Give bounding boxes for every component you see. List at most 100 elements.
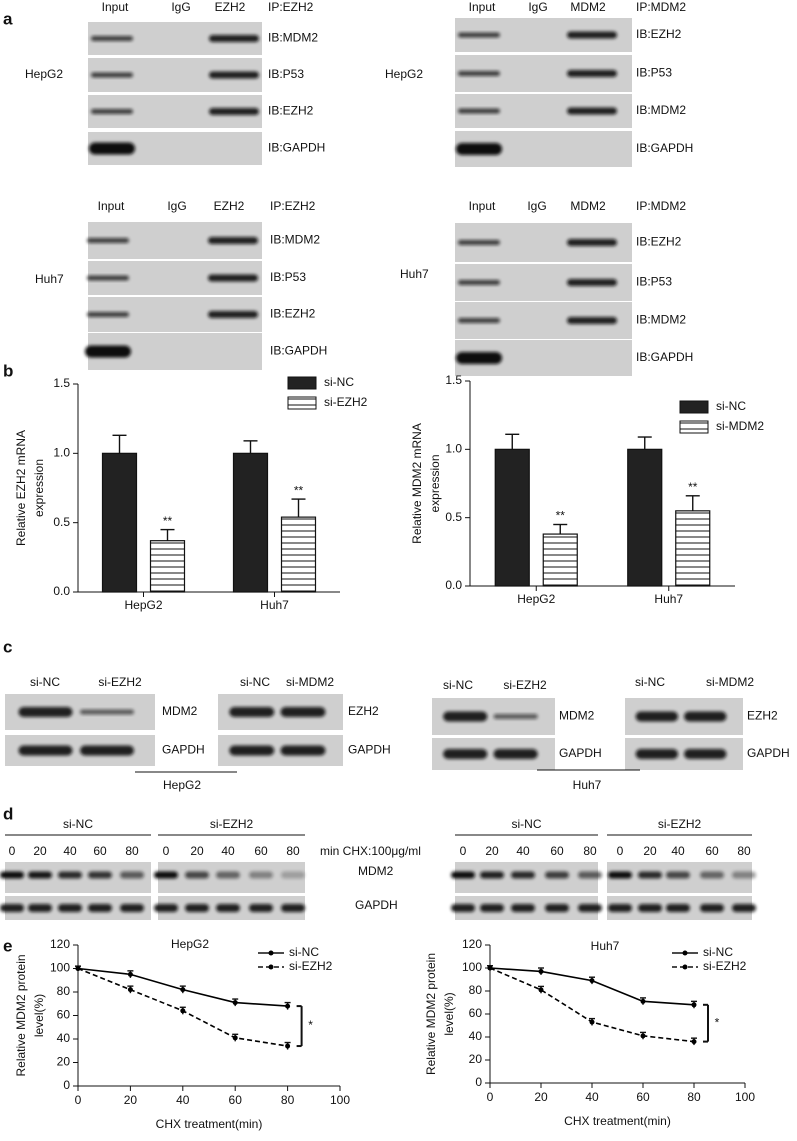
legend-label: si-MDM2 <box>716 419 764 433</box>
band <box>208 237 258 244</box>
point <box>127 971 133 977</box>
band <box>635 711 679 722</box>
significance: ** <box>556 509 566 523</box>
legend-marker <box>682 950 688 956</box>
band <box>87 312 129 317</box>
band <box>154 871 178 879</box>
band <box>451 871 475 879</box>
y-axis-label: expression <box>32 459 46 517</box>
y-tick-label: 80 <box>57 984 71 998</box>
band <box>89 142 135 155</box>
point <box>180 987 186 993</box>
lane-label: MDM2 <box>570 0 606 14</box>
cell-label: Huh7 <box>400 267 429 281</box>
y-tick-label: 0.0 <box>53 584 70 598</box>
point <box>487 965 493 971</box>
time-label: 40 <box>516 844 530 858</box>
time-label: 80 <box>286 844 300 858</box>
significance: ** <box>294 483 304 497</box>
band <box>0 904 24 912</box>
panel-label: e <box>3 936 12 955</box>
legend-marker <box>268 950 274 956</box>
band <box>578 904 602 912</box>
panel-label: b <box>3 361 13 380</box>
y-axis-label: level(%) <box>32 994 46 1037</box>
bar <box>494 448 530 587</box>
band <box>443 711 488 722</box>
x-axis-label: CHX treatment(min) <box>564 1114 671 1128</box>
band <box>209 108 259 115</box>
y-tick-label: 80 <box>469 983 483 997</box>
protein-label: EZH2 <box>747 709 778 723</box>
band <box>666 871 690 879</box>
y-tick-label: 40 <box>57 1031 71 1045</box>
y-tick-label: 0.0 <box>445 578 462 592</box>
band <box>58 904 82 912</box>
cell-label: HepG2 <box>385 67 423 81</box>
x-tick-label: 40 <box>585 1090 599 1104</box>
time-label: 60 <box>550 844 564 858</box>
lane-label: MDM2 <box>570 199 606 213</box>
x-tick-label: Huh7 <box>260 598 289 612</box>
time-label: 80 <box>737 844 751 858</box>
panel-label: d <box>3 804 13 823</box>
point <box>589 1019 595 1025</box>
band <box>511 904 535 912</box>
band <box>700 871 724 879</box>
legend-marker <box>682 964 688 970</box>
band <box>208 274 258 282</box>
protein-label: GAPDH <box>348 743 391 757</box>
band <box>0 871 24 879</box>
chart-title: HepG2 <box>171 937 209 951</box>
x-tick-label: HepG2 <box>124 598 162 612</box>
y-tick-label: 60 <box>57 1008 71 1022</box>
legend-label: si-NC <box>703 945 733 959</box>
band <box>249 904 273 912</box>
ib-label: IB:EZH2 <box>270 307 316 321</box>
group-label: si-NC <box>512 817 542 831</box>
legend-swatch <box>287 376 317 390</box>
cell-label: HepG2 <box>25 67 63 81</box>
band <box>209 35 259 42</box>
lane-label: Input <box>469 0 496 14</box>
point <box>640 998 646 1004</box>
lane-label: si-NC <box>443 678 473 692</box>
x-tick-label: HepG2 <box>517 592 555 606</box>
band <box>493 714 538 719</box>
band <box>458 280 500 285</box>
y-tick-label: 0.5 <box>445 510 462 524</box>
y-tick-label: 60 <box>469 1006 483 1020</box>
band <box>185 871 209 879</box>
ip-label: IP:EZH2 <box>270 199 316 213</box>
y-axis-label: Relative MDM2 protein <box>424 953 438 1075</box>
time-label: 20 <box>485 844 499 858</box>
band <box>28 904 52 912</box>
legend-swatch <box>679 400 709 414</box>
band <box>216 904 240 912</box>
band <box>635 749 679 759</box>
point <box>691 1039 697 1045</box>
series-line <box>489 967 695 1006</box>
ib-label: IB:GAPDH <box>636 141 693 155</box>
significance: ** <box>688 480 698 494</box>
legend-label: si-NC <box>716 399 746 413</box>
ib-label: IB:GAPDH <box>636 350 693 364</box>
y-tick-label: 0 <box>475 1075 482 1089</box>
lane-label: si-MDM2 <box>286 675 334 689</box>
time-label: 40 <box>63 844 77 858</box>
x-tick-label: 20 <box>534 1090 548 1104</box>
band <box>216 871 240 879</box>
band <box>638 871 662 879</box>
chart-title: Huh7 <box>591 939 620 953</box>
time-label: 80 <box>125 844 139 858</box>
band <box>567 279 617 286</box>
significance: * <box>308 1018 313 1032</box>
ib-label: IB:P53 <box>636 66 672 80</box>
legend-label: si-NC <box>289 945 319 959</box>
ib-label: IB:P53 <box>636 275 672 289</box>
x-tick-label: 100 <box>330 1093 350 1107</box>
y-tick-label: 100 <box>462 960 482 974</box>
protein-label: MDM2 <box>559 709 595 723</box>
lane-label: si-NC <box>635 675 665 689</box>
